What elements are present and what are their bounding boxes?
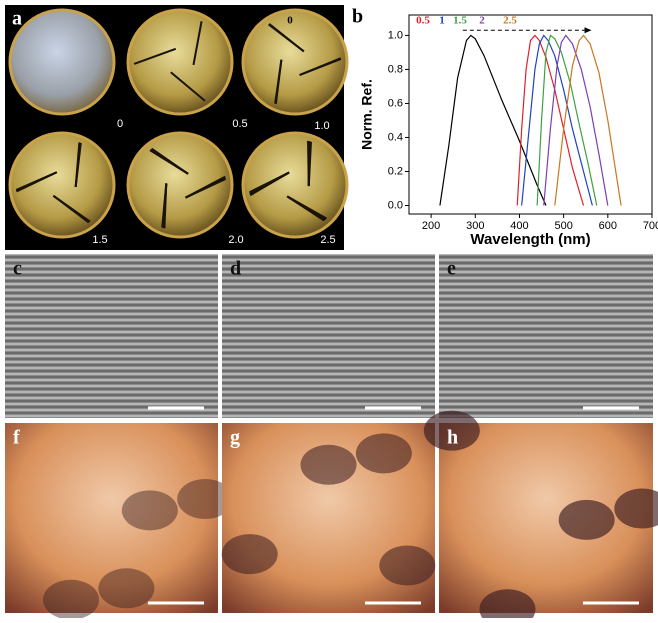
y-tick-label: 1.0 [388,29,403,41]
panel-letter: a [12,8,22,30]
panel-letter: b [352,6,363,28]
x-axis-label: Wavelength (nm) [470,231,590,248]
petri-dish [128,10,232,114]
series-line [555,35,621,205]
dark-spot [43,580,99,618]
panel-letter: g [230,427,240,449]
image-panel [222,254,435,418]
dish-label: 0 [117,118,123,130]
x-tick-label: 200 [422,220,440,232]
series-line [522,35,593,205]
dish-label: 2.0 [228,234,243,246]
panel-letter: d [230,258,241,280]
panel-letter: h [447,427,458,449]
dish-label: 1.5 [92,234,107,246]
dark-spot [122,490,178,530]
series-label: 2.5 [503,15,517,27]
y-tick-label: 0.2 [388,165,403,177]
petri-dish [243,133,347,237]
series-label: 2 [479,15,485,27]
image-panel [5,254,218,418]
x-tick-label: 700 [643,220,658,232]
dark-spot [379,546,435,586]
dark-spot [301,445,357,485]
dark-spot [98,568,154,608]
series-label: 1.5 [453,15,467,27]
panel-letter: f [13,427,20,449]
y-tick-label: 0.4 [388,131,403,143]
dish-label: 0.5 [232,118,247,130]
dish-label: 2.5 [320,234,335,246]
x-tick-label: 600 [599,220,617,232]
series-label: 0.5 [416,15,430,27]
dish-label: 1.0 [314,120,329,132]
y-tick-label: 0.0 [388,199,403,211]
image-panel [439,254,653,418]
y-axis-label: Norm. Ref. [359,79,375,150]
arrow-head [585,27,592,33]
y-tick-label: 0.6 [388,97,403,109]
series-label: 0 [287,15,293,27]
dark-spot [559,500,615,540]
dark-spot [356,433,412,473]
panel-letter: e [447,258,456,280]
petri-dish [128,133,232,237]
series-label: 1 [439,15,445,27]
dark-spot [222,534,278,574]
panel-letter: c [13,258,22,280]
y-tick-label: 0.8 [388,63,403,75]
petri-dish [10,10,114,114]
